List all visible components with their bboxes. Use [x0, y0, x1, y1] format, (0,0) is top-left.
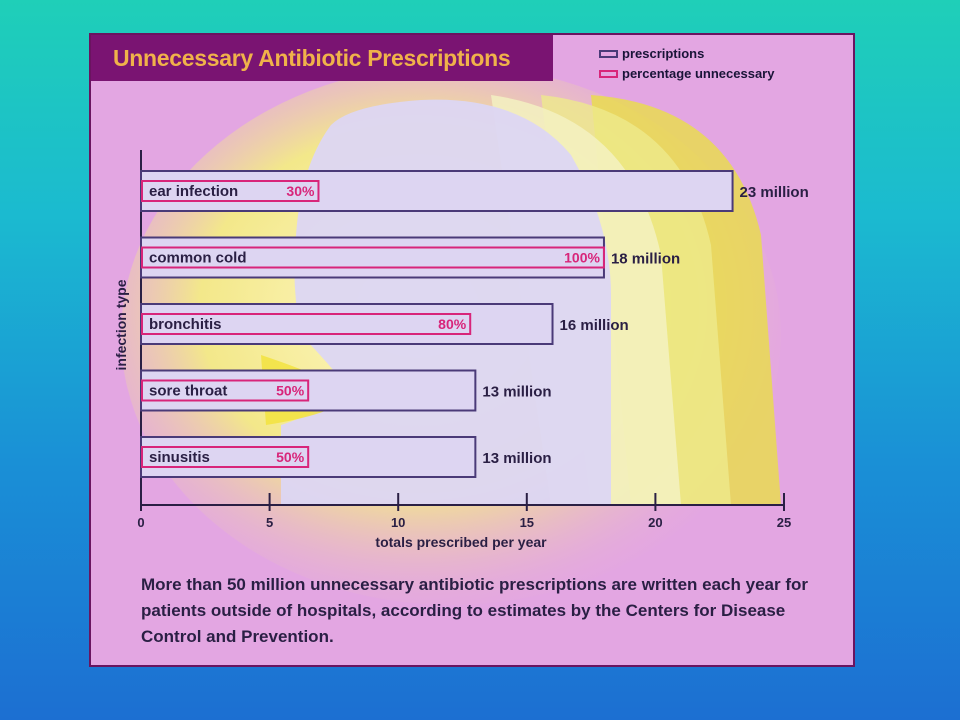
x-tick-label: 15 [520, 515, 534, 530]
bar-percentage-unnecessary [141, 446, 310, 468]
bar-percentage-unnecessary [141, 246, 605, 269]
legend-swatch-percentage [599, 69, 618, 78]
category-label: sinusitis [149, 449, 210, 466]
prescriptions-data-label: 13 million [482, 450, 551, 467]
x-tick-label: 5 [266, 515, 273, 530]
bar-percentage-unnecessary [141, 379, 310, 402]
prescriptions-data-label: 16 million [560, 317, 629, 334]
bar-chart: 0 5 10 15 20 25 totals prescribed per year infe… [113, 150, 809, 550]
category-label: ear infection [149, 183, 238, 200]
chart-panel: Unnecessary Antibiotic Prescriptions pre… [89, 33, 855, 667]
x-axis-label: totals prescribed per year [375, 534, 547, 550]
category-label: sore throat [149, 383, 227, 400]
x-tick-label: 20 [648, 515, 662, 530]
prescriptions-data-label: 13 million [482, 384, 551, 401]
chart-title: Unnecessary Antibiotic Prescriptions [91, 35, 553, 81]
bar-prescriptions [140, 170, 734, 212]
bar-percentage-unnecessary [141, 313, 472, 335]
percentage-data-label: 30% [286, 183, 315, 199]
y-axis-label: infection type [113, 279, 129, 370]
x-tick-label: 10 [391, 515, 405, 530]
legend-entry-prescriptions: prescriptions [599, 46, 704, 61]
percentage-data-label: 100% [564, 250, 600, 266]
x-tick-label: 0 [137, 515, 144, 530]
chart-caption: More than 50 million unnecessary antibio… [141, 575, 808, 646]
x-tick-label: 25 [777, 515, 791, 530]
bar-percentage-unnecessary [141, 180, 320, 202]
legend-swatch-prescriptions [599, 49, 618, 58]
prescriptions-data-label: 23 million [740, 184, 809, 201]
percentage-data-label: 50% [276, 449, 305, 465]
percentage-data-label: 50% [276, 383, 305, 399]
bar-prescriptions [140, 303, 554, 345]
category-label: common cold [149, 250, 247, 267]
legend-label-prescriptions: prescriptions [622, 46, 705, 61]
legend-label-percentage: percentage unnecessary [622, 66, 775, 81]
legend-entry-percentage: percentage unnecessary [599, 66, 774, 81]
prescriptions-data-label: 18 million [611, 251, 680, 268]
category-label: bronchitis [149, 316, 222, 333]
percentage-data-label: 80% [438, 316, 467, 332]
